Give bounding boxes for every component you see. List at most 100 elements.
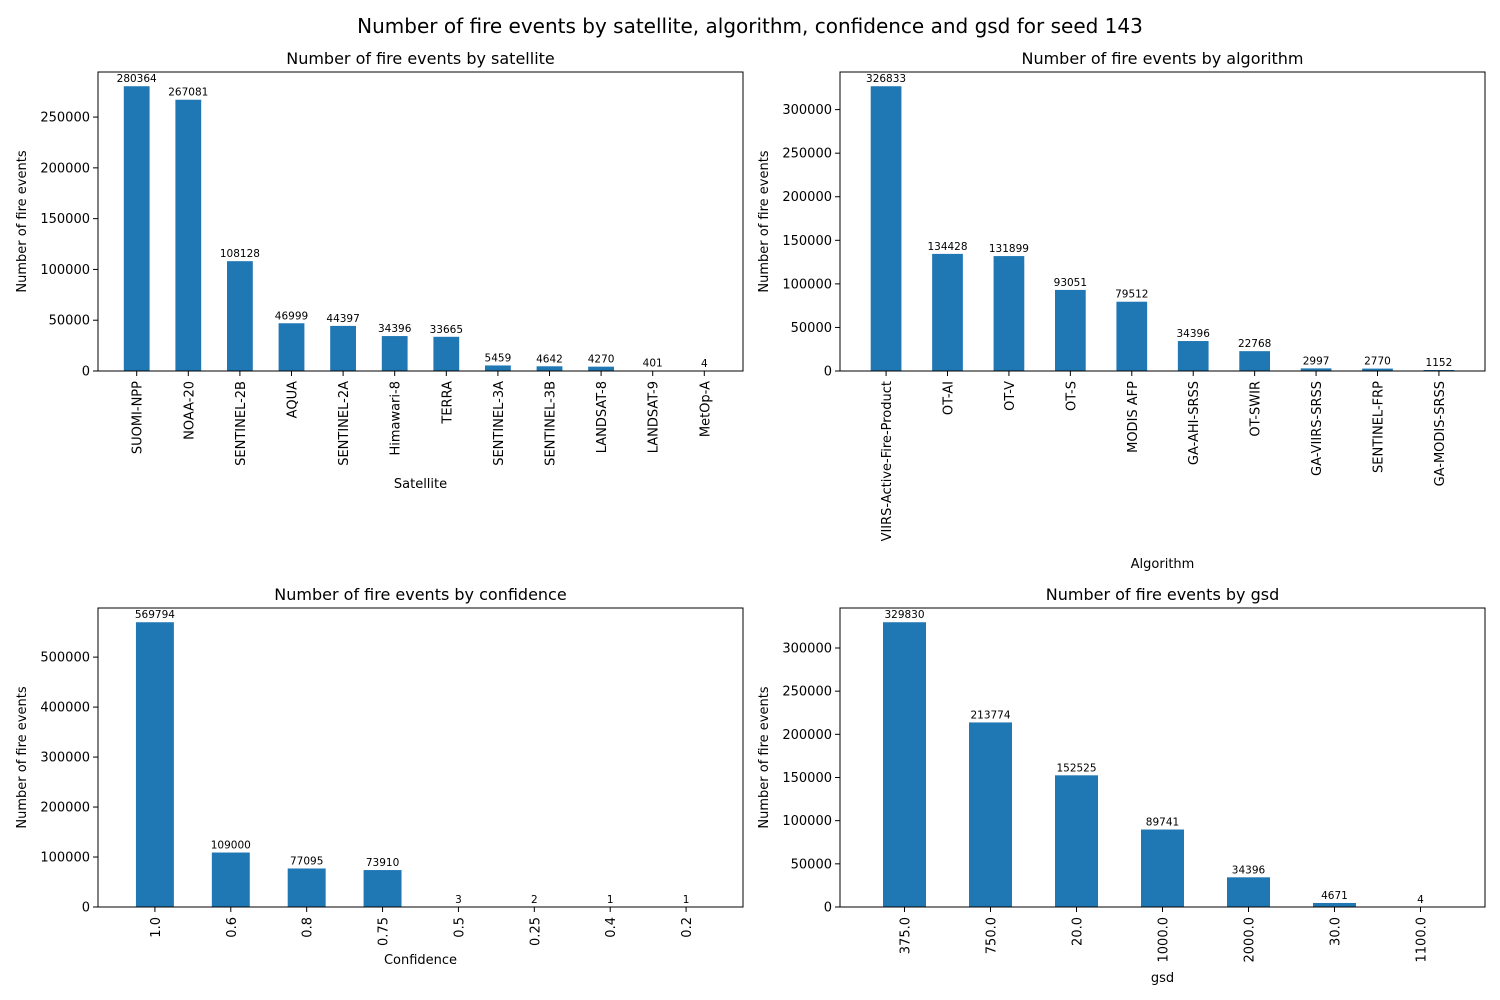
y-tick-label: 200000 — [40, 161, 90, 176]
chart-title: Number of fire events by satellite — [286, 49, 555, 68]
x-tick-label: 1.0 — [149, 917, 164, 938]
chart-title: Number of fire events by algorithm — [1021, 49, 1303, 68]
bar — [1055, 775, 1098, 907]
y-tick-label: 0 — [824, 365, 832, 380]
y-tick-label: 100000 — [40, 263, 90, 278]
x-tick-label: 375.0 — [899, 917, 914, 954]
x-axis-label: Algorithm — [1131, 557, 1195, 572]
y-tick-label: 50000 — [49, 314, 90, 329]
bar-value-label: 131899 — [989, 243, 1029, 255]
bar — [330, 325, 356, 371]
bar-value-label: 4 — [1417, 894, 1424, 906]
bar-value-label: 4270 — [588, 354, 615, 366]
bar-value-label: 93051 — [1054, 277, 1087, 289]
bar — [1239, 351, 1270, 371]
x-tick-label: OT-S — [1064, 381, 1079, 411]
bar — [1141, 829, 1184, 907]
x-tick-label: GA-AHI-SRSS — [1187, 381, 1202, 465]
x-tick-label: 2000.0 — [1243, 917, 1258, 963]
bar — [969, 722, 1012, 907]
x-tick-label: VIIRS-Active-Fire-Product — [880, 381, 895, 541]
y-tick-label: 100000 — [782, 814, 832, 829]
y-tick-label: 50000 — [791, 857, 832, 872]
bar-value-label: 2997 — [1303, 355, 1330, 367]
y-tick-label: 200000 — [782, 190, 832, 205]
bar-value-label: 34396 — [378, 323, 412, 335]
bar — [211, 852, 250, 907]
y-tick-label: 150000 — [782, 771, 832, 786]
bar-value-label: 134428 — [927, 241, 967, 253]
bar-value-label: 3 — [455, 894, 462, 906]
y-tick-label: 200000 — [782, 728, 832, 743]
x-tick-label: SENTINEL-2B — [234, 381, 249, 466]
y-tick-label: 100000 — [782, 277, 832, 292]
x-tick-label: OT-SWIR — [1249, 381, 1264, 437]
bar — [1116, 301, 1148, 371]
bar — [485, 365, 511, 371]
bar — [1055, 289, 1086, 371]
bar-value-label: 1 — [683, 894, 690, 906]
x-tick-label: LANDSAT-9 — [647, 381, 662, 453]
x-tick-label: GA-VIIRS-SRSS — [1310, 381, 1325, 476]
bar-value-label: 326833 — [866, 73, 906, 85]
y-tick-label: 100000 — [40, 851, 90, 866]
bar — [536, 366, 563, 371]
bar — [1362, 368, 1393, 371]
x-tick-label: LANDSAT-8 — [595, 381, 610, 453]
bar-value-label: 46999 — [275, 310, 308, 322]
y-tick-label: 500000 — [40, 651, 90, 666]
y-tick-label: 300000 — [782, 103, 832, 118]
bar-value-label: 33665 — [430, 324, 463, 336]
bar-value-label: 34396 — [1177, 328, 1211, 340]
bar-value-label: 569794 — [135, 609, 175, 621]
x-tick-label: SENTINEL-3A — [492, 381, 507, 466]
y-tick-label: 400000 — [40, 701, 90, 716]
y-axis-label: Number of fire events — [15, 686, 30, 828]
x-tick-label: 0.5 — [452, 917, 467, 938]
bar — [993, 256, 1025, 371]
chart-panel-gsd: Number of fire events by gsd 329830 375.0 2… — [757, 585, 1486, 986]
x-tick-label: MODIS AFP — [1126, 381, 1141, 453]
axes-frame — [97, 607, 744, 908]
x-tick-label: 0.4 — [604, 917, 619, 938]
chart-panel-algorithm: Number of fire events by algorithm 326833… — [757, 49, 1486, 572]
y-axis-label: Number of fire events — [757, 150, 772, 292]
chart-title: Number of fire events by confidence — [274, 585, 566, 604]
bar — [175, 99, 202, 371]
y-tick-label: 250000 — [782, 685, 832, 700]
x-tick-label: 0.25 — [528, 917, 543, 946]
bar-value-label: 108128 — [220, 248, 260, 260]
x-tick-label: SUOMI-NPP — [131, 381, 146, 454]
bar — [278, 323, 305, 371]
bar — [932, 253, 963, 371]
bar-value-label: 213774 — [970, 709, 1010, 721]
bar-value-label: 401 — [643, 358, 663, 370]
x-tick-label: OT-AI — [942, 381, 957, 415]
x-tick-label: 0.6 — [225, 917, 240, 938]
bar — [1177, 341, 1209, 371]
bar — [870, 86, 902, 371]
chart-panel-satellite: Number of fire events by satellite 280364… — [15, 49, 744, 492]
bar-value-label: 1 — [607, 894, 614, 906]
x-tick-label: 20.0 — [1071, 917, 1086, 946]
bar — [381, 336, 408, 371]
bar-value-label: 280364 — [117, 73, 157, 85]
bar — [287, 868, 326, 907]
x-tick-label: MetOp-A — [698, 381, 713, 437]
x-tick-label: OT-V — [1003, 381, 1018, 411]
bar-value-label: 4671 — [1321, 890, 1348, 902]
bar-value-label: 34396 — [1232, 864, 1266, 876]
bar-value-label: 4642 — [536, 353, 563, 365]
bar — [1300, 368, 1332, 371]
x-tick-label: SENTINEL-2A — [337, 381, 352, 466]
y-tick-label: 50000 — [791, 321, 832, 336]
bar-value-label: 152525 — [1056, 762, 1096, 774]
y-axis-label: Number of fire events — [15, 150, 30, 292]
bar-value-label: 89741 — [1146, 817, 1179, 829]
bar-value-label: 73910 — [366, 857, 399, 869]
bar — [123, 86, 150, 371]
x-tick-label: 0.2 — [680, 917, 695, 938]
bar-value-label: 79512 — [1115, 289, 1148, 301]
y-tick-label: 0 — [824, 901, 832, 916]
